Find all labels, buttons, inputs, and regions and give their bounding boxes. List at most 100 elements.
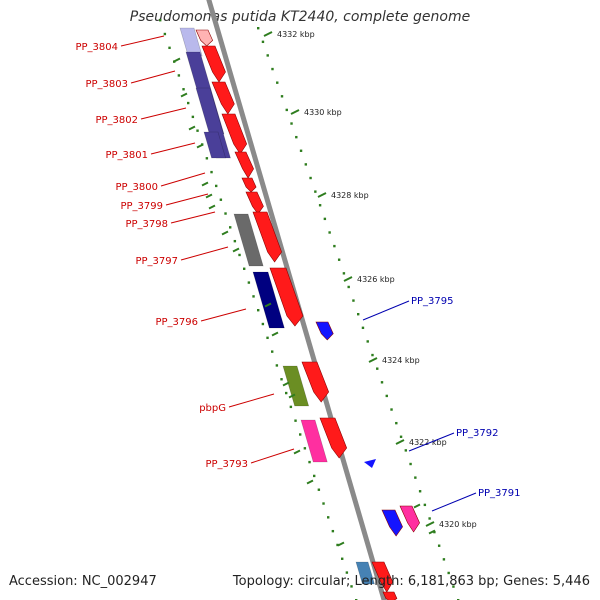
guide-dot: [303, 447, 307, 450]
guide-dot: [266, 336, 269, 340]
minor-tick-mark: [173, 57, 181, 63]
minor-tick-mark: [264, 302, 272, 308]
guide-dot: [328, 231, 331, 234]
minor-tick-mark: [201, 181, 209, 187]
label-leader-line: [170, 211, 216, 224]
guide-dot: [380, 381, 384, 384]
topology-text: Topology: circular; Length: 6,181,863 bp…: [232, 574, 590, 589]
cog-bar: [233, 213, 264, 267]
cog-bar: [252, 271, 285, 329]
minor-tick-mark: [180, 92, 188, 98]
guide-dot: [290, 122, 293, 125]
gene-labels: PP_3804 PP_3803 PP_3802 PP_3801 PP_3800 PP_37…: [75, 35, 521, 512]
guide-dot: [350, 585, 353, 588]
guide-dot: [347, 285, 350, 289]
guide-dot: [252, 295, 255, 298]
gene-label-left: PP_3793: [205, 459, 248, 470]
reverse-gene-arrow: [364, 459, 376, 468]
gene-label-left: PP_3801: [105, 150, 148, 161]
guide-dot: [168, 46, 171, 50]
guide-dot: [395, 421, 398, 425]
guide-dot: [280, 378, 283, 381]
guide-dot: [452, 585, 455, 588]
guide-dot: [196, 129, 199, 132]
cog-bar: [179, 27, 203, 57]
label-leader-line: [250, 448, 295, 464]
gene-label-right: PP_3795: [411, 296, 454, 307]
guide-dot: [233, 239, 237, 243]
gene-label-left: PP_3798: [125, 219, 168, 230]
label-leader-line: [130, 70, 176, 84]
gene-label-left: PP_3800: [115, 182, 158, 193]
gene-label-left: PP_3804: [75, 42, 118, 53]
guide-dot: [215, 184, 218, 188]
guide-dot: [327, 516, 330, 519]
guide-dot: [210, 170, 213, 174]
forward-gene-arrow: [319, 417, 348, 459]
kbp-tick-mark: [368, 357, 378, 363]
label-leader-line: [362, 300, 410, 321]
cog-bar: [300, 419, 328, 463]
guide-dot: [414, 476, 417, 479]
guide-dot: [309, 176, 312, 180]
guide-dot: [418, 490, 422, 493]
guide-dot: [371, 353, 374, 357]
guide-dot: [159, 19, 162, 22]
label-leader-line: [140, 107, 187, 120]
kbp-tick-mark: [425, 521, 435, 527]
guide-dot: [271, 67, 274, 71]
guide-dot: [275, 364, 279, 367]
guide-dot: [376, 367, 379, 370]
guide-dot: [299, 433, 302, 436]
minor-tick-mark: [282, 381, 290, 387]
guide-dot: [219, 198, 223, 201]
guide-dot: [243, 267, 246, 270]
guide-dot: [437, 544, 441, 547]
guide-dot: [280, 95, 284, 98]
label-leader-line: [431, 492, 477, 512]
minor-tick-mark: [413, 503, 421, 509]
guide-dot: [390, 408, 393, 411]
guide-dot: [423, 503, 427, 507]
guide-dot: [318, 204, 322, 207]
cog-bar: [203, 131, 226, 159]
guide-dot: [187, 101, 190, 105]
kbp-tick-mark: [395, 439, 405, 445]
label-leader-line: [228, 393, 275, 408]
gene-label-left: PP_3796: [155, 317, 198, 328]
minor-tick-mark: [428, 529, 436, 535]
reverse-gene-arrow: [399, 505, 420, 533]
guide-dot: [191, 115, 195, 119]
gene-label-left: PP_3803: [85, 79, 128, 90]
forward-gene-arrow: [234, 151, 254, 179]
forward-gene-arrow: [301, 361, 330, 403]
guide-dot: [266, 54, 269, 57]
forward-gene-arrow: [201, 45, 226, 83]
guide-dot: [428, 517, 431, 520]
guide-dot: [247, 281, 251, 284]
forward-gene-arrow: [371, 561, 394, 593]
guide-dot: [224, 212, 227, 215]
guide-dot: [442, 558, 446, 561]
guide-dot: [341, 557, 344, 560]
gene-label-right: PP_3791: [478, 488, 521, 499]
guide-dot: [271, 350, 274, 353]
guide-dot: [238, 253, 241, 257]
guide-dot: [317, 488, 321, 491]
guide-dot: [385, 394, 388, 398]
forward-gene-arrow: [195, 29, 214, 47]
guide-dot: [177, 74, 181, 77]
cog-bar: [282, 365, 310, 407]
gene-arrows: [195, 29, 420, 600]
guide-dot: [261, 40, 265, 44]
guide-dot: [409, 462, 412, 466]
guide-dot: [322, 502, 325, 505]
guide-dot: [299, 149, 303, 152]
guide-dot: [257, 27, 260, 30]
guide-dot: [357, 313, 360, 316]
minor-tick-mark: [293, 449, 301, 455]
gene-label-left: PP_3799: [120, 201, 163, 212]
minor-tick-mark: [205, 193, 213, 199]
guide-dot: [294, 419, 297, 422]
